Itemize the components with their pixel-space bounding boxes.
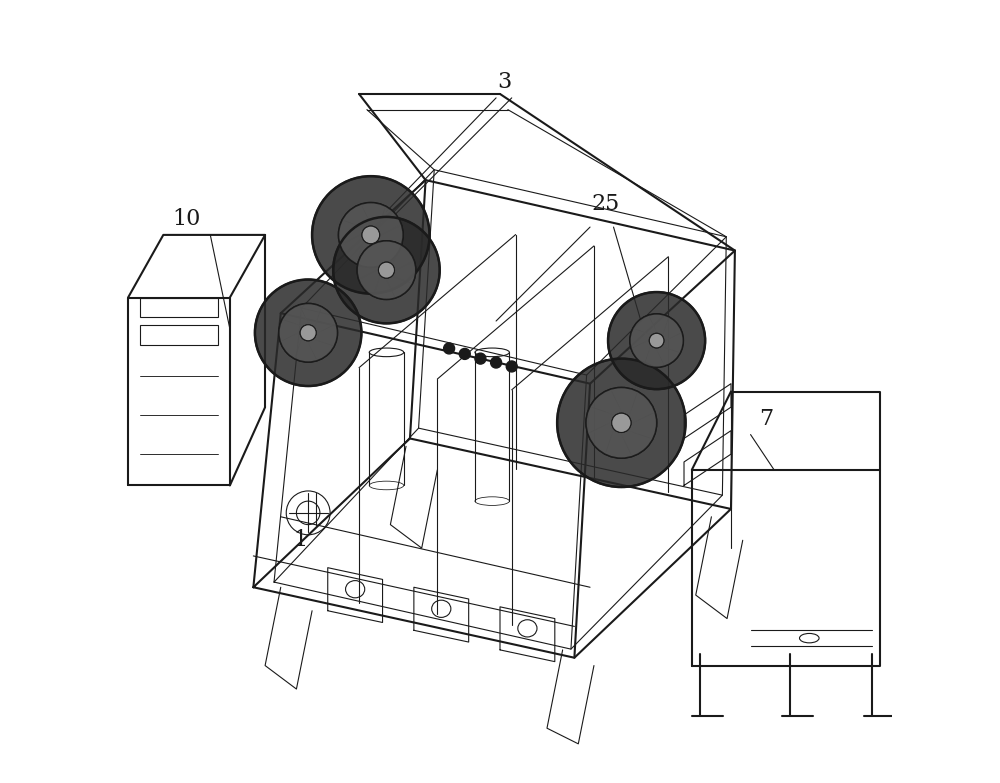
Text: 3: 3 (497, 71, 511, 93)
Circle shape (649, 334, 664, 348)
Circle shape (557, 359, 686, 487)
Circle shape (378, 262, 394, 278)
Circle shape (612, 413, 631, 432)
Circle shape (586, 388, 657, 458)
Circle shape (459, 348, 470, 359)
Circle shape (333, 217, 440, 323)
Circle shape (612, 413, 631, 432)
Text: 10: 10 (173, 208, 201, 230)
Circle shape (312, 176, 430, 294)
Circle shape (357, 241, 416, 299)
Circle shape (255, 280, 361, 386)
Circle shape (279, 304, 337, 362)
Text: 25: 25 (592, 193, 620, 215)
Circle shape (362, 226, 380, 244)
Circle shape (300, 325, 316, 341)
Text: 1: 1 (293, 529, 307, 551)
Circle shape (300, 325, 316, 341)
Circle shape (649, 334, 664, 348)
Circle shape (506, 361, 517, 372)
Circle shape (444, 343, 455, 354)
Circle shape (362, 226, 380, 244)
Circle shape (630, 314, 683, 367)
Circle shape (339, 203, 403, 267)
Circle shape (475, 353, 486, 364)
Text: 7: 7 (759, 408, 773, 430)
Circle shape (608, 292, 705, 389)
Circle shape (378, 262, 394, 278)
Circle shape (491, 357, 502, 368)
